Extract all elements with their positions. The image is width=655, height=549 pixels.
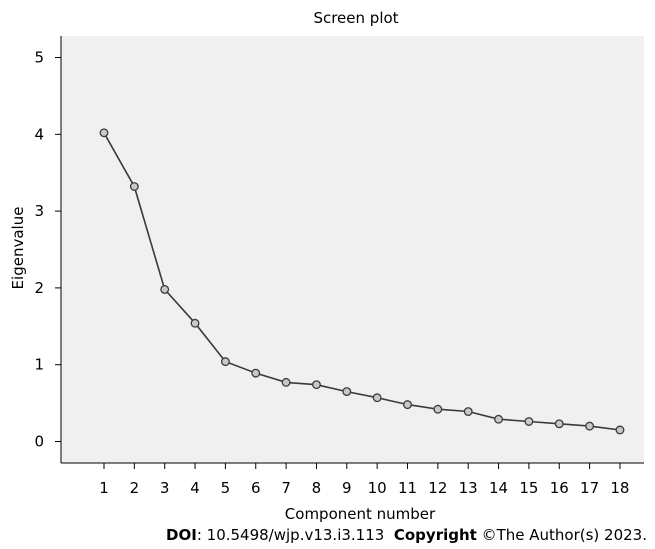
data-point <box>433 404 443 414</box>
y-tick-label: 0 <box>34 432 44 450</box>
data-point <box>494 414 503 424</box>
data-point <box>524 417 534 426</box>
x-tick-label: 6 <box>251 479 261 497</box>
copyright-value: ©The Author(s) 2023. <box>476 526 647 544</box>
data-point <box>372 393 382 403</box>
x-tick-label: 15 <box>519 479 538 497</box>
doi-value: : 10.5498/wjp.v13.i3.113 <box>196 526 385 544</box>
x-tick-label: 1 <box>99 479 109 497</box>
data-point <box>463 407 473 416</box>
x-tick-label: 14 <box>489 479 508 497</box>
y-tick-label: 5 <box>34 49 44 67</box>
x-tick-label: 9 <box>342 479 352 497</box>
series-line <box>103 132 621 431</box>
x-tick-label: 7 <box>281 479 291 497</box>
data-point <box>342 387 352 397</box>
data-point <box>129 182 139 191</box>
x-tick-label: 12 <box>428 479 447 497</box>
data-point <box>220 357 230 367</box>
data-point <box>190 318 200 328</box>
x-tick-label: 16 <box>550 479 569 497</box>
plot-area <box>61 36 644 463</box>
data-point <box>554 419 564 429</box>
data-point <box>99 128 109 138</box>
y-axis-label: Eigenvalue <box>9 207 27 290</box>
copyright-label: Copyright <box>393 526 477 544</box>
citation-footer: DOI: 10.5498/wjp.v13.i3.113 Copyright ©T… <box>0 526 655 546</box>
x-tick-label: 18 <box>610 479 629 497</box>
x-tick-label: 10 <box>368 479 387 497</box>
data-point <box>585 421 595 431</box>
x-tick-label: 4 <box>190 479 200 497</box>
y-tick-label: 3 <box>34 202 44 220</box>
data-point <box>312 380 321 390</box>
x-axis-label: Component number <box>285 505 436 523</box>
x-tick-label: 17 <box>580 479 599 497</box>
x-tick-label: 5 <box>221 479 231 497</box>
y-tick-label: 2 <box>34 279 44 297</box>
x-tick-label: 8 <box>312 479 322 497</box>
x-tick-label: 13 <box>459 479 478 497</box>
y-tick-label: 1 <box>34 356 44 374</box>
y-tick-label: 4 <box>34 125 44 143</box>
data-point <box>251 368 261 378</box>
chart-title: Screen plot <box>313 9 398 27</box>
data-point <box>160 284 170 294</box>
x-tick-label: 3 <box>160 479 170 497</box>
x-tick-label: 2 <box>130 479 140 497</box>
doi-label: DOI <box>166 526 197 544</box>
data-point <box>403 400 412 410</box>
data-point <box>615 425 625 435</box>
data-point <box>281 377 291 387</box>
x-tick-label: 11 <box>398 479 417 497</box>
